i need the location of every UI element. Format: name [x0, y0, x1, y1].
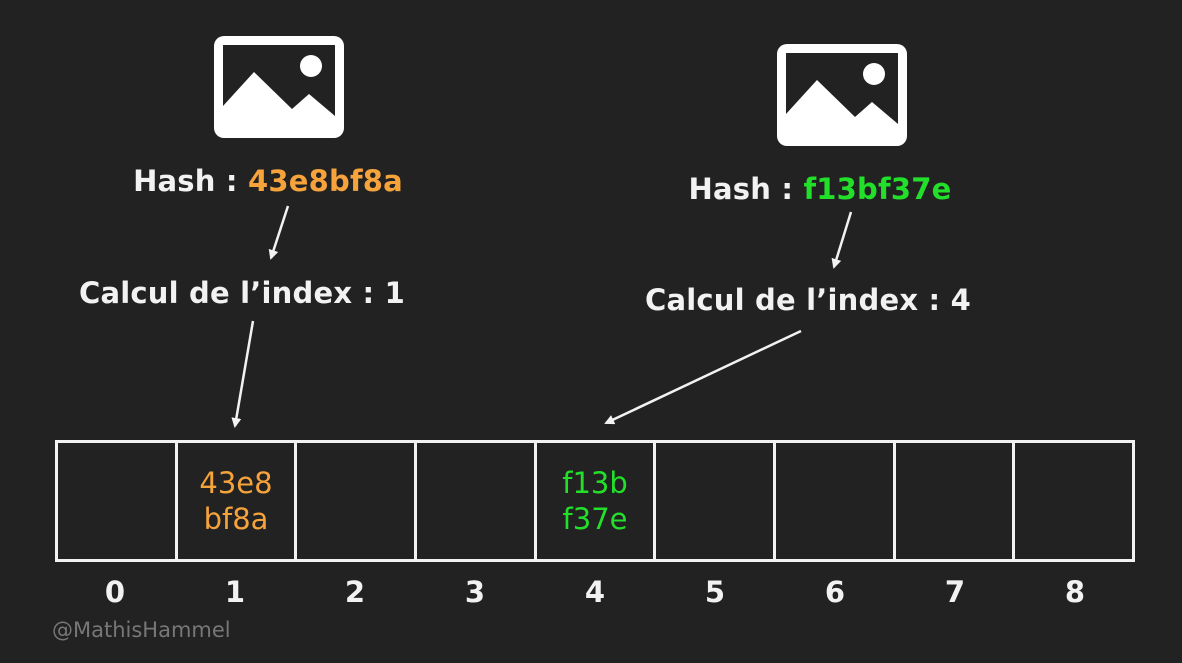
table-cell-6: [776, 443, 896, 559]
index-label: 1: [224, 575, 246, 609]
table-cell-4: f13b f37e: [537, 443, 657, 559]
hash-prefix: Hash :: [688, 172, 804, 206]
hash-table: 43e8 bf8a f13b f37e: [55, 440, 1135, 562]
hash-prefix: Hash :: [133, 164, 248, 198]
image-icon: [214, 36, 344, 138]
hash-value: f13bf37e: [803, 172, 952, 206]
index-label: 6: [824, 575, 846, 609]
table-cell-5: [656, 443, 777, 559]
watermark: @MathisHammel: [52, 618, 231, 642]
cell-line: bf8a: [203, 502, 269, 536]
index-label: 2: [344, 575, 366, 609]
cell-line: f13b: [562, 466, 628, 500]
index-label: 8: [1064, 575, 1086, 609]
right-hash-label: Hash : f13bf37e: [689, 172, 952, 206]
table-cell-1: 43e8 bf8a: [178, 443, 298, 559]
index-label: 5: [704, 575, 726, 609]
right-index-label: Calcul de l’index : 4: [644, 283, 972, 317]
table-cell-0: [58, 443, 178, 559]
index-row: 0 1 2 3 4 5 6 7 8: [55, 575, 1135, 609]
index-label: 4: [584, 575, 606, 609]
left-hash-label: Hash : 43e8bf8a: [133, 164, 403, 198]
cell-line: f37e: [562, 502, 628, 536]
table-cell-8: [1015, 443, 1132, 559]
table-cell-3: [417, 443, 537, 559]
index-label: 0: [104, 575, 126, 609]
hash-value: 43e8bf8a: [248, 164, 403, 198]
left-index-label: Calcul de l’index : 1: [78, 276, 406, 310]
arrow-index-to-cell-4: [604, 329, 802, 425]
index-label: 3: [464, 575, 486, 609]
arrow-index-to-cell-1: [231, 320, 255, 428]
cell-line: 43e8: [199, 466, 273, 500]
index-label: 7: [944, 575, 966, 609]
table-cell-2: [297, 443, 418, 559]
arrow-hash-to-index-left: [268, 205, 290, 260]
table-cell-7: [896, 443, 1016, 559]
image-icon: [777, 44, 907, 146]
arrow-hash-to-index-right: [831, 211, 853, 269]
